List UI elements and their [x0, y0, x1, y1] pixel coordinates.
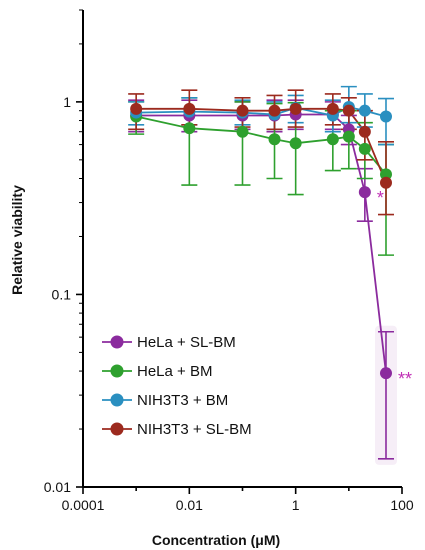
legend-label: HeLa + BM [137, 363, 212, 380]
significance-mark: ** [398, 369, 412, 389]
data-point [379, 367, 392, 380]
legend-label: HeLa + SL-BM [137, 334, 236, 351]
legend-label: NIH3T3 + SL-BM [137, 421, 252, 438]
x-tick-label: 0.0001 [62, 497, 105, 513]
data-point [342, 130, 355, 143]
data-point [358, 142, 371, 155]
data-point [289, 137, 302, 150]
data-point [379, 176, 392, 189]
data-point [183, 102, 196, 115]
x-ticks: 0.0001 0.01 1 100 [62, 487, 414, 513]
data-points [130, 101, 392, 380]
data-point [358, 104, 371, 117]
data-point [130, 102, 143, 115]
legend: HeLa + SL-BM HeLa + BM NIH3T3 + BM NIH3T3 +… [102, 334, 252, 438]
axes: 0.0001 0.01 1 100 0.01 0.1 1 [44, 9, 414, 513]
y-axis-title: Relative viability [9, 185, 25, 295]
legend-marker [110, 335, 124, 349]
legend-item: NIH3T3 + BM [102, 392, 228, 409]
data-point [379, 110, 392, 123]
data-point [268, 133, 281, 146]
legend-item: NIH3T3 + SL-BM [102, 421, 252, 438]
data-point [183, 122, 196, 135]
significance-annotations: *** [377, 188, 412, 389]
x-tick-label: 100 [390, 497, 414, 513]
x-tick-label: 1 [292, 497, 300, 513]
y-tick-label: 0.01 [44, 479, 71, 495]
legend-item: HeLa + BM [102, 363, 212, 380]
data-point [358, 125, 371, 138]
legend-item: HeLa + SL-BM [102, 334, 236, 351]
x-axis-title: Concentration (μM) [152, 532, 280, 548]
data-point [268, 104, 281, 117]
data-point [236, 104, 249, 117]
data-point [326, 133, 339, 146]
x-tick-label: 0.01 [176, 497, 203, 513]
legend-marker [110, 422, 124, 436]
legend-marker [110, 364, 124, 378]
plot-area [128, 85, 397, 465]
data-point [326, 102, 339, 115]
legend-marker [110, 393, 124, 407]
y-tick-label: 1 [63, 94, 71, 110]
data-point [342, 104, 355, 117]
y-ticks: 0.01 0.1 1 [44, 9, 83, 495]
data-point [289, 102, 302, 115]
data-point [358, 186, 371, 199]
data-point [236, 125, 249, 138]
legend-label: NIH3T3 + BM [137, 392, 228, 409]
significance-mark: * [377, 188, 384, 208]
data-point [379, 168, 392, 181]
y-tick-label: 0.1 [52, 286, 72, 302]
